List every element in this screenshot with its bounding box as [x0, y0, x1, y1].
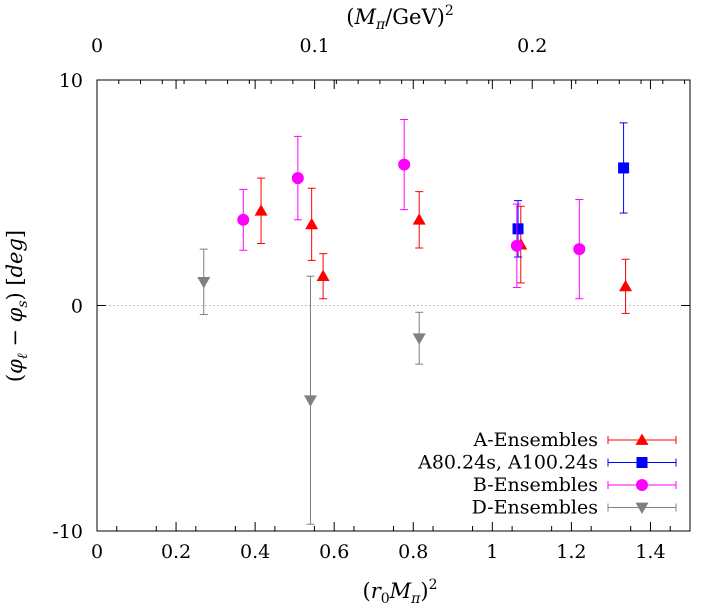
legend-marker: [636, 479, 648, 491]
x-tick-label: 0.8: [398, 541, 428, 563]
legend-label: A-Ensembles: [473, 429, 599, 451]
x-tick-label: 0.6: [319, 541, 349, 563]
data-point: [291, 172, 304, 185]
x2-tick-label: 0: [91, 35, 103, 57]
legend-label: D-Ensembles: [472, 497, 598, 519]
data-point: [316, 269, 330, 282]
y-tick-label: -10: [52, 521, 83, 543]
data-point: [619, 279, 633, 292]
x-tick-label: 1.2: [556, 541, 586, 563]
legend-label: A80.24s, A100.24s: [417, 452, 598, 474]
x-tick-label: 1.4: [635, 541, 665, 563]
x2-tick-label: 0.2: [517, 35, 547, 57]
x-tick-label: 1: [486, 541, 498, 563]
y-axis-title: (φℓ − φs) [deg]: [3, 230, 31, 382]
data-point: [573, 243, 586, 256]
x2-tick-label: 0.1: [300, 35, 330, 57]
data-point: [303, 395, 317, 407]
x-tick-label: 0.4: [240, 541, 270, 563]
data-point: [237, 213, 250, 226]
data-point: [398, 158, 411, 171]
legend-marker: [636, 457, 648, 468]
legend-marker: [635, 433, 649, 445]
x-tick-label: 0.2: [161, 541, 191, 563]
data-point: [512, 223, 524, 235]
x-tick-label: 0: [91, 541, 103, 563]
legend-label: B-Ensembles: [473, 474, 598, 496]
data-point: [412, 213, 426, 225]
data-point: [412, 333, 426, 345]
plot-layer: 0 0.2 0.4 0.6 0.8 1 1.2 1.4 0 0.1 0.2 -10 0 10 A-Ensem…: [52, 35, 691, 563]
legend-marker: [635, 502, 649, 514]
data-point: [618, 162, 630, 174]
data-point: [305, 217, 319, 230]
data-point: [197, 276, 211, 289]
x2-axis-title: (Mπ/GeV)2: [346, 3, 453, 33]
data-point: [510, 239, 523, 252]
y-tick-label: 0: [71, 296, 83, 318]
x-axis-title: (r0Mπ)2: [362, 577, 437, 605]
y-tick-label: 10: [59, 70, 83, 92]
data-point: [254, 204, 268, 216]
